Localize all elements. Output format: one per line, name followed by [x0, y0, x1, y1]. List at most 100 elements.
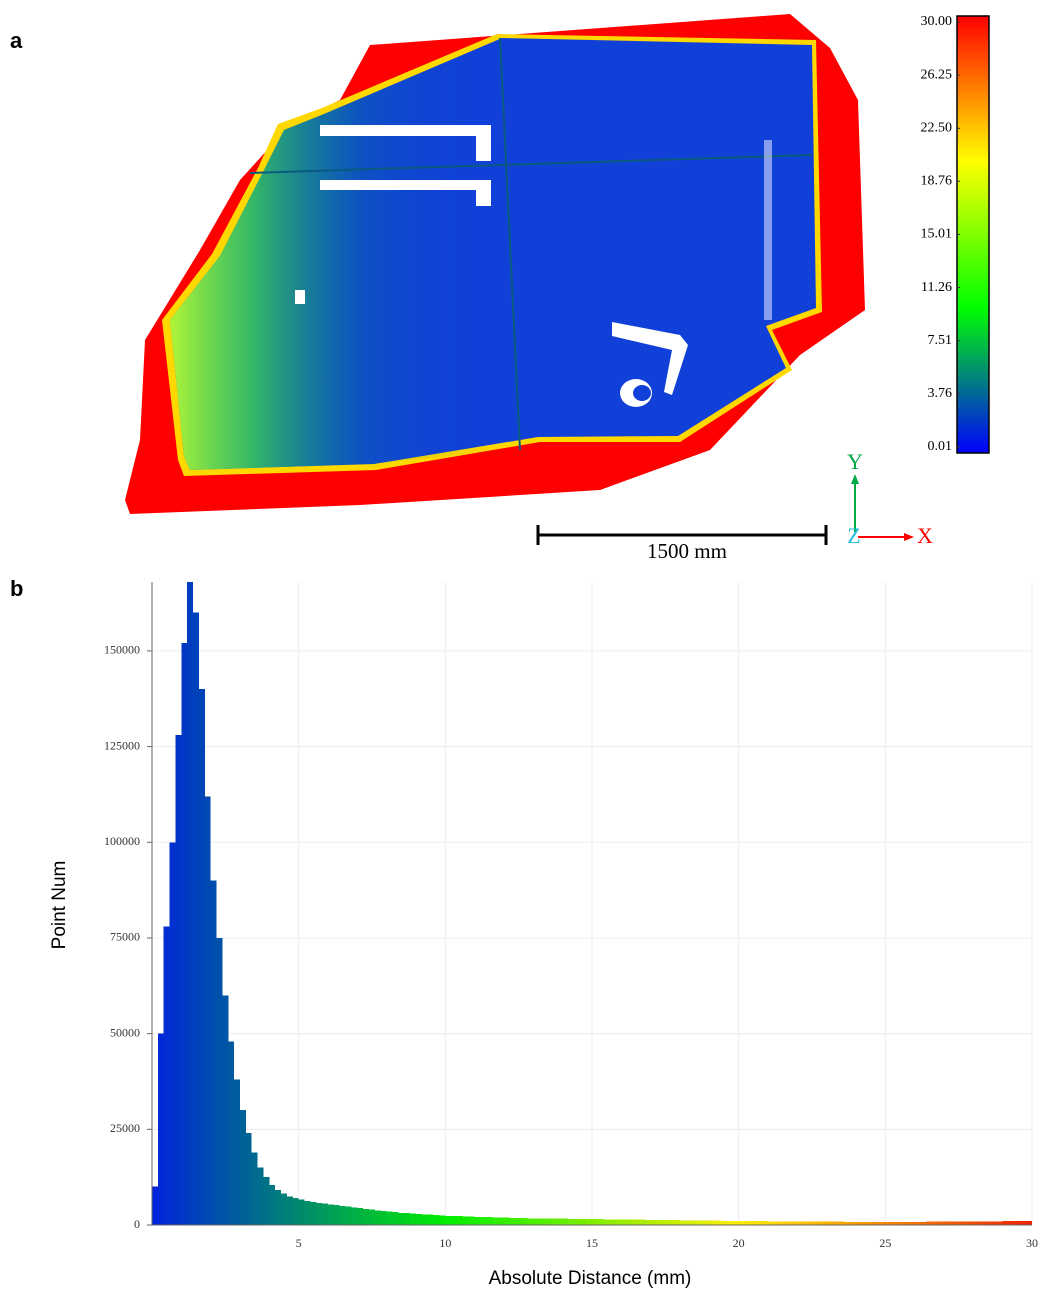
histogram-bar	[780, 1221, 786, 1225]
colorbar-tick-label: 22.50	[921, 121, 953, 136]
histogram-bar	[592, 1219, 598, 1225]
colorbar-tick-label: 7.51	[928, 333, 953, 348]
histogram-bar	[281, 1194, 287, 1225]
histogram-bar	[639, 1220, 645, 1225]
colorbar-tick-label: 0.01	[928, 439, 953, 454]
histogram-bar	[551, 1219, 557, 1225]
histogram-bar	[950, 1222, 956, 1225]
y-tick-label: 125000	[104, 738, 140, 752]
histogram-bar	[539, 1218, 545, 1225]
histogram-bar	[205, 796, 211, 1225]
histogram-bar	[956, 1222, 962, 1225]
histogram-bar	[803, 1222, 809, 1225]
histogram-bar	[604, 1219, 610, 1225]
histogram-bar	[533, 1218, 539, 1225]
histogram-bar	[1026, 1221, 1032, 1225]
histogram-bar	[381, 1211, 387, 1225]
histogram-bar	[469, 1217, 475, 1225]
histogram-bar	[475, 1217, 481, 1225]
histogram-bar	[657, 1220, 663, 1225]
histogram-bar	[457, 1216, 463, 1225]
histogram-bar	[721, 1221, 727, 1225]
histogram-bar	[222, 995, 228, 1225]
histogram-bar	[668, 1220, 674, 1225]
histogram-bar	[240, 1110, 246, 1225]
histogram-bar	[791, 1221, 797, 1225]
histogram-bar	[680, 1220, 686, 1225]
histogram-bar	[821, 1222, 827, 1225]
histogram-bar	[445, 1216, 451, 1225]
figure: a b 1500 mm Y Z X Absolute Distance (mm)…	[0, 0, 1042, 1290]
histogram-bar	[275, 1190, 281, 1225]
histogram-bar	[768, 1221, 774, 1225]
histogram-bar	[662, 1220, 668, 1225]
histogram-bar	[269, 1185, 275, 1225]
histogram-bar	[387, 1212, 393, 1225]
histogram-bar	[786, 1221, 792, 1225]
x-tick-label: 20	[733, 1236, 745, 1250]
histogram-bar	[486, 1217, 492, 1225]
histogram-bar	[727, 1221, 733, 1225]
colorbar	[957, 16, 989, 453]
histogram-bar	[563, 1219, 569, 1225]
histogram-bar	[258, 1168, 264, 1225]
histogram-bar	[398, 1213, 404, 1225]
histogram-bar	[1014, 1221, 1020, 1225]
colorbar-tick-label: 11.26	[921, 280, 952, 295]
histogram-bar	[633, 1220, 639, 1225]
histogram-bar	[621, 1219, 627, 1225]
histogram-bar	[334, 1205, 340, 1225]
scale-bar-label: 1500 mm	[647, 539, 727, 563]
histogram-bar	[252, 1152, 258, 1225]
x-tick-label: 15	[586, 1236, 598, 1250]
histogram-bar	[199, 689, 205, 1225]
x-tick-label: 10	[439, 1236, 451, 1250]
histogram-bar	[615, 1219, 621, 1225]
colorbar-tick-label: 15.01	[921, 227, 953, 242]
histogram-bar	[404, 1213, 410, 1225]
histogram-bar	[645, 1220, 651, 1225]
histogram-bar	[703, 1221, 709, 1225]
histogram-bar	[627, 1220, 633, 1225]
histogram-bar	[516, 1218, 522, 1225]
histogram-bar	[439, 1215, 445, 1225]
histogram-bar	[545, 1218, 551, 1225]
histogram-bar	[997, 1221, 1003, 1225]
histogram-bar	[187, 582, 193, 1225]
histogram-bar	[962, 1222, 968, 1225]
colorbar-tick-label: 3.76	[928, 386, 953, 401]
histogram-bar	[698, 1220, 704, 1225]
histogram-bar	[774, 1221, 780, 1225]
y-tick-label: 75000	[110, 930, 140, 944]
x-axis-title: Absolute Distance (mm)	[489, 1268, 692, 1289]
histogram-bar	[369, 1210, 375, 1225]
histogram-bar	[745, 1221, 751, 1225]
histogram-bar	[809, 1222, 815, 1225]
histogram-bar	[1020, 1221, 1026, 1225]
histogram-bar	[328, 1204, 334, 1225]
histogram-bar	[164, 926, 170, 1225]
histogram-bar	[340, 1206, 346, 1225]
histogram-bar	[574, 1219, 580, 1225]
histogram-bar	[510, 1218, 516, 1225]
histogram-bar	[756, 1221, 762, 1225]
histogram-bar	[193, 613, 199, 1225]
y-tick-label: 0	[134, 1217, 140, 1231]
histogram-bar	[651, 1220, 657, 1225]
histogram-bar	[310, 1202, 316, 1225]
histogram-bar	[170, 842, 176, 1225]
histogram-bar	[492, 1217, 498, 1225]
y-axis-title: Point Num	[49, 861, 70, 950]
histogram-bar	[346, 1207, 352, 1225]
histogram-bar	[1003, 1221, 1009, 1225]
histogram-bar	[322, 1204, 328, 1225]
histogram-bar	[211, 881, 217, 1225]
histogram-bar	[973, 1221, 979, 1225]
histogram-bar	[979, 1221, 985, 1225]
histogram-bar	[569, 1219, 575, 1225]
histogram-bar	[434, 1215, 440, 1225]
histogram-bar	[762, 1221, 768, 1225]
histogram-bar	[422, 1214, 428, 1225]
histogram-bar	[1009, 1221, 1015, 1225]
histogram-bar	[739, 1221, 745, 1225]
